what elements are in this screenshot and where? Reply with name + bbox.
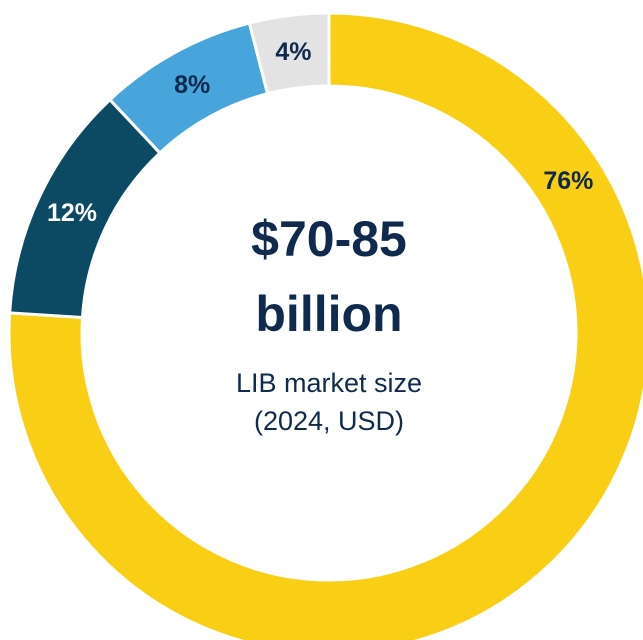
slice-label-1: 76% [543, 167, 593, 195]
donut-slice-4 [247, 11, 331, 96]
slice-label-4: 4% [275, 38, 311, 66]
center-caption: LIB market size [236, 368, 422, 398]
center-text: $70-85 billion LIB market size (2024, US… [236, 211, 422, 436]
center-value: $70-85 [251, 211, 407, 267]
slice-label-3: 8% [174, 71, 210, 99]
donut-slice-1 [7, 11, 643, 640]
center-unit: billion [255, 286, 402, 342]
center-subcaption: (2024, USD) [254, 406, 404, 436]
slice-label-2: 12% [47, 199, 97, 227]
donut-slices [7, 11, 643, 640]
slice-labels: 76% 12% 8% 4% [47, 38, 593, 227]
